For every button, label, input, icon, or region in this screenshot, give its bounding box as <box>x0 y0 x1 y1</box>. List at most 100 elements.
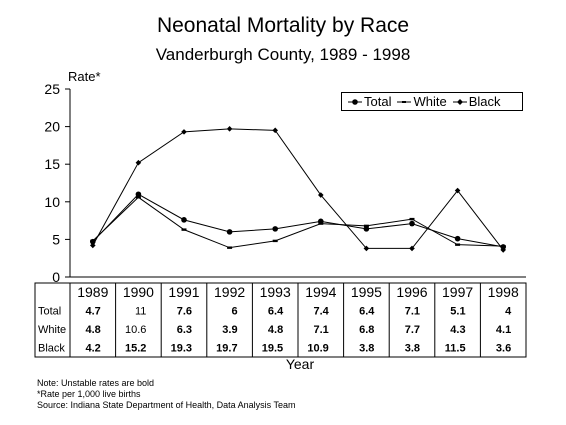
data-table-cell: 6.3 <box>177 324 192 336</box>
note-rate-definition: *Rate per 1,000 live births <box>37 389 141 399</box>
legend-label-total: Total <box>364 94 392 109</box>
x-tick-label: 1998 <box>488 284 519 300</box>
x-tick-label: 1997 <box>442 284 473 300</box>
x-tick-label: 1996 <box>396 284 427 300</box>
y-axis-label: Rate* <box>68 69 101 84</box>
data-point-black <box>135 159 142 166</box>
chart-title: Neonatal Mortality by Race <box>156 14 410 37</box>
data-table-cell: 7.7 <box>405 324 420 336</box>
data-point-total <box>409 220 415 227</box>
x-tick-label: 1994 <box>305 284 336 300</box>
data-table-row-label: Total <box>38 306 61 318</box>
data-table-cell: 3.6 <box>496 343 511 355</box>
x-tick-label: 1993 <box>260 284 291 300</box>
data-point-black <box>500 247 506 253</box>
data-point-black <box>454 187 461 194</box>
y-tick-label: 10 <box>44 194 60 210</box>
data-point-total <box>135 191 142 198</box>
legend-label-black: Black <box>468 94 501 109</box>
chart-legend: Total White Black <box>341 92 523 111</box>
series-line-total <box>92 193 504 248</box>
data-table-cell: 19.7 <box>216 343 237 355</box>
note-source: Source: Indiana State Department of Heal… <box>37 400 296 410</box>
data-point-total <box>181 217 187 223</box>
data-table-cell: 5.1 <box>450 306 465 318</box>
y-tick-label: 25 <box>44 81 60 97</box>
y-tick-label: 0 <box>52 269 60 285</box>
data-point-white <box>363 224 369 228</box>
data-table-cell: 4.8 <box>268 324 283 336</box>
data-table-cell: 10.6 <box>125 324 146 336</box>
y-tick-label: 15 <box>44 156 60 172</box>
data-table-cell: 7.1 <box>405 306 420 318</box>
data-table-cell: 7.4 <box>314 306 330 318</box>
data-table-cell: 11.5 <box>445 343 466 355</box>
data-point-white <box>90 239 96 243</box>
series-line-white <box>92 196 504 249</box>
legend-swatch-black <box>452 98 467 105</box>
data-point-white <box>181 228 187 231</box>
legend-label-white: White <box>413 94 447 109</box>
data-point-white <box>455 243 461 246</box>
footnotes: Note: Unstable rates are bold *Rate per … <box>37 378 295 411</box>
data-table-cell: 4.1 <box>496 324 511 336</box>
data-point-white <box>135 196 141 199</box>
data-point-white <box>409 217 415 221</box>
data-point-white <box>227 246 233 249</box>
data-table-cell: 3.8 <box>405 343 420 355</box>
data-point-total <box>226 229 233 235</box>
data-table-cell: 6.4 <box>359 306 375 318</box>
data-point-white <box>318 222 324 225</box>
legend-item-total: Total <box>348 94 391 109</box>
x-tick-label: 1995 <box>351 284 382 300</box>
legend-swatch-total <box>348 98 362 105</box>
x-tick-label: 1989 <box>77 284 108 300</box>
data-table-row-label: White <box>38 324 66 336</box>
data-table-cell: 4.3 <box>450 324 465 336</box>
data-table-cell: 4.2 <box>86 343 101 355</box>
data-point-total <box>272 226 279 232</box>
data-point-black <box>409 245 415 252</box>
data-point-black <box>181 129 187 135</box>
data-table-cell: 15.2 <box>125 343 146 355</box>
y-tick-label: 5 <box>52 231 60 247</box>
data-table-cell: 4.7 <box>86 306 101 318</box>
data-table-cell: 6 <box>231 306 237 318</box>
data-table-cell: 3.9 <box>222 324 237 336</box>
data-table-cell: 7.6 <box>177 306 192 318</box>
data-point-white <box>500 244 506 248</box>
data-table-cell: 4.8 <box>86 324 101 336</box>
data-table-cell: 10.9 <box>307 343 328 355</box>
data-table-cell: 3.8 <box>359 343 374 355</box>
data-table-cell: 11 <box>135 306 146 318</box>
data-point-total <box>363 226 370 232</box>
data-point-black <box>226 126 233 132</box>
series-line-black <box>92 128 504 251</box>
data-point-black <box>272 127 278 134</box>
legend-item-black: Black <box>452 94 501 109</box>
x-tick-label: 1992 <box>214 284 245 300</box>
data-point-white <box>272 239 278 243</box>
x-tick-label: 1990 <box>123 284 154 300</box>
data-table-cell: 6.8 <box>359 324 374 336</box>
data-table-cell: 19.3 <box>171 343 192 355</box>
data-table-cell: 4 <box>505 306 512 318</box>
y-tick-label: 20 <box>44 119 60 135</box>
data-table-cell: 19.5 <box>262 343 283 355</box>
chart-subtitle: Vanderburgh County, 1989 - 1998 <box>155 45 411 64</box>
data-table-row-label: Black <box>38 343 65 355</box>
data-point-total <box>454 235 461 242</box>
data-table-cell: 6.4 <box>268 306 284 318</box>
data-point-black <box>90 242 96 249</box>
legend-item-white: White <box>397 94 447 109</box>
data-point-black <box>363 245 370 252</box>
data-table-frame <box>34 282 527 358</box>
legend-swatch-white <box>397 100 412 103</box>
data-point-black <box>318 192 324 198</box>
x-tick-label: 1991 <box>168 284 199 300</box>
x-axis-label: Year <box>285 356 315 372</box>
note-unstable-rates: Note: Unstable rates are bold <box>37 378 155 388</box>
data-table-cell: 7.1 <box>314 324 329 336</box>
